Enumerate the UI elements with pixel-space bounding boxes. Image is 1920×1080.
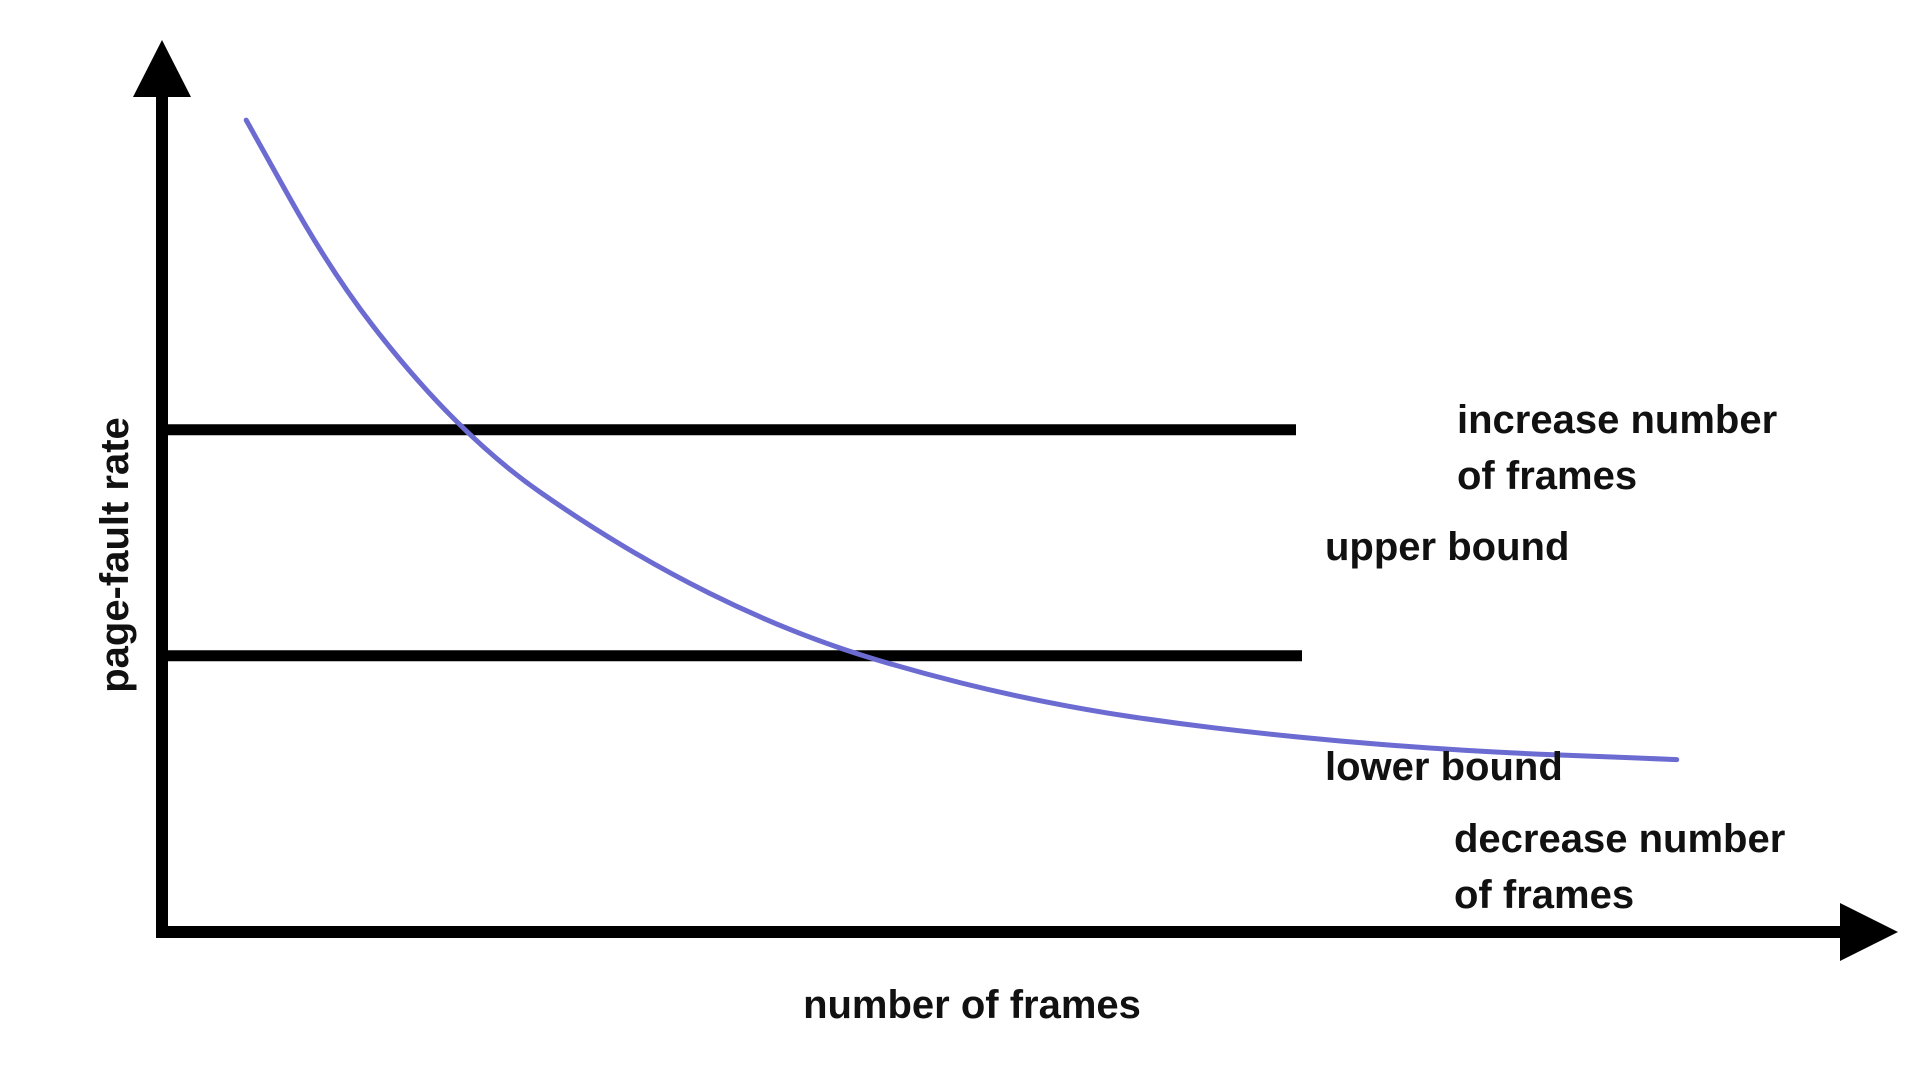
page-fault-curve bbox=[243, 117, 1680, 763]
decrease-frames-line-1: decrease number bbox=[1454, 817, 1785, 861]
y-axis-label: page-fault rate bbox=[93, 417, 137, 693]
upper-bound-label: upper bound bbox=[1325, 525, 1569, 569]
x-axis-label: number of frames bbox=[803, 983, 1141, 1027]
lower-bound-label: lower bound bbox=[1325, 745, 1563, 789]
increase-frames-line-1: increase number bbox=[1457, 398, 1777, 442]
increase-frames-line-2: of frames bbox=[1457, 454, 1637, 498]
decrease-frames-line-2: of frames bbox=[1454, 873, 1634, 917]
y-axis-arrowhead bbox=[133, 40, 191, 97]
x-axis-arrowhead bbox=[1840, 903, 1898, 961]
